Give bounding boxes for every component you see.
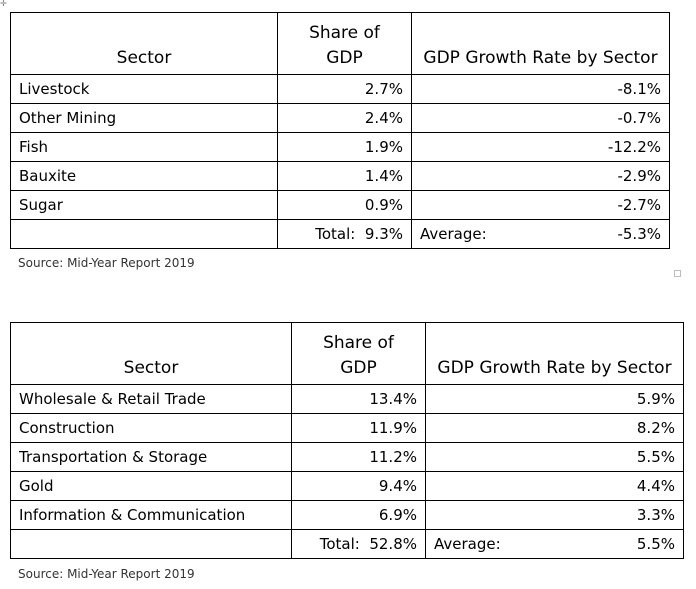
sector-cell: Transportation & Storage [10,442,292,472]
total-value: 9.3% [364,225,403,243]
total-value: 52.8% [369,535,417,553]
sector-cell: Wholesale & Retail Trade [10,384,292,414]
table-header-row: Sector Share of GDP GDP Growth Rate by S… [10,322,684,385]
total-cell: Total: 52.8% [291,529,426,559]
sector-column-header: Sector [10,12,278,75]
empty-cell [10,219,278,249]
growth-cell: 5.9% [425,384,684,414]
share-cell: 0.9% [277,190,412,220]
average-cell: Average: -5.3% [411,219,670,249]
source-note: Source: Mid-Year Report 2019 [18,567,195,581]
growth-cell: -2.7% [411,190,670,220]
table-row: Construction 11.9% 8.2% [10,413,684,443]
total-label: Total: [315,225,356,243]
share-column-header: Share of GDP [291,322,426,385]
gdp-table-growing-sectors: Sector Share of GDP GDP Growth Rate by S… [10,322,684,559]
move-handle-icon[interactable]: ✛ [0,0,7,8]
share-column-header: Share of GDP [277,12,412,75]
growth-column-header: GDP Growth Rate by Sector [425,322,684,385]
total-row: Total: 52.8% Average: 5.5% [10,529,684,559]
resize-handle-icon[interactable] [674,270,681,277]
growth-column-header: GDP Growth Rate by Sector [411,12,670,75]
growth-cell: -8.1% [411,74,670,104]
growth-cell: 5.5% [425,442,684,472]
share-cell: 11.9% [291,413,426,443]
average-value: -5.3% [617,225,661,243]
empty-cell [10,529,292,559]
table-row: Bauxite 1.4% -2.9% [10,161,670,191]
average-label: Average: [420,225,487,243]
table-row: Gold 9.4% 4.4% [10,471,684,501]
share-cell: 13.4% [291,384,426,414]
total-label: Total: [319,535,360,553]
share-cell: 11.2% [291,442,426,472]
sector-cell: Gold [10,471,292,501]
table-header-row: Sector Share of GDP GDP Growth Rate by S… [10,12,670,75]
table-row: Information & Communication 6.9% 3.3% [10,500,684,530]
total-cell: Total: 9.3% [277,219,412,249]
growth-cell: -0.7% [411,103,670,133]
table-row: Wholesale & Retail Trade 13.4% 5.9% [10,384,684,414]
table-row: Sugar 0.9% -2.7% [10,190,670,220]
sector-cell: Sugar [10,190,278,220]
table-row: Other Mining 2.4% -0.7% [10,103,670,133]
sector-cell: Construction [10,413,292,443]
growth-cell: -2.9% [411,161,670,191]
growth-cell: 3.3% [425,500,684,530]
share-cell: 2.7% [277,74,412,104]
sector-cell: Fish [10,132,278,162]
share-cell: 1.9% [277,132,412,162]
growth-cell: 8.2% [425,413,684,443]
share-cell: 2.4% [277,103,412,133]
sector-cell: Bauxite [10,161,278,191]
table-row: Livestock 2.7% -8.1% [10,74,670,104]
share-cell: 1.4% [277,161,412,191]
share-cell: 9.4% [291,471,426,501]
gdp-table-declining-sectors: Sector Share of GDP GDP Growth Rate by S… [10,12,670,249]
growth-cell: -12.2% [411,132,670,162]
average-cell: Average: 5.5% [425,529,684,559]
sector-column-header: Sector [10,322,292,385]
sector-cell: Information & Communication [10,500,292,530]
share-cell: 6.9% [291,500,426,530]
table-row: Fish 1.9% -12.2% [10,132,670,162]
average-label: Average: [434,535,501,553]
growth-cell: 4.4% [425,471,684,501]
average-value: 5.5% [636,535,675,553]
table-row: Transportation & Storage 11.2% 5.5% [10,442,684,472]
total-row: Total: 9.3% Average: -5.3% [10,219,670,249]
sector-cell: Other Mining [10,103,278,133]
sector-cell: Livestock [10,74,278,104]
source-note: Source: Mid-Year Report 2019 [18,256,195,270]
